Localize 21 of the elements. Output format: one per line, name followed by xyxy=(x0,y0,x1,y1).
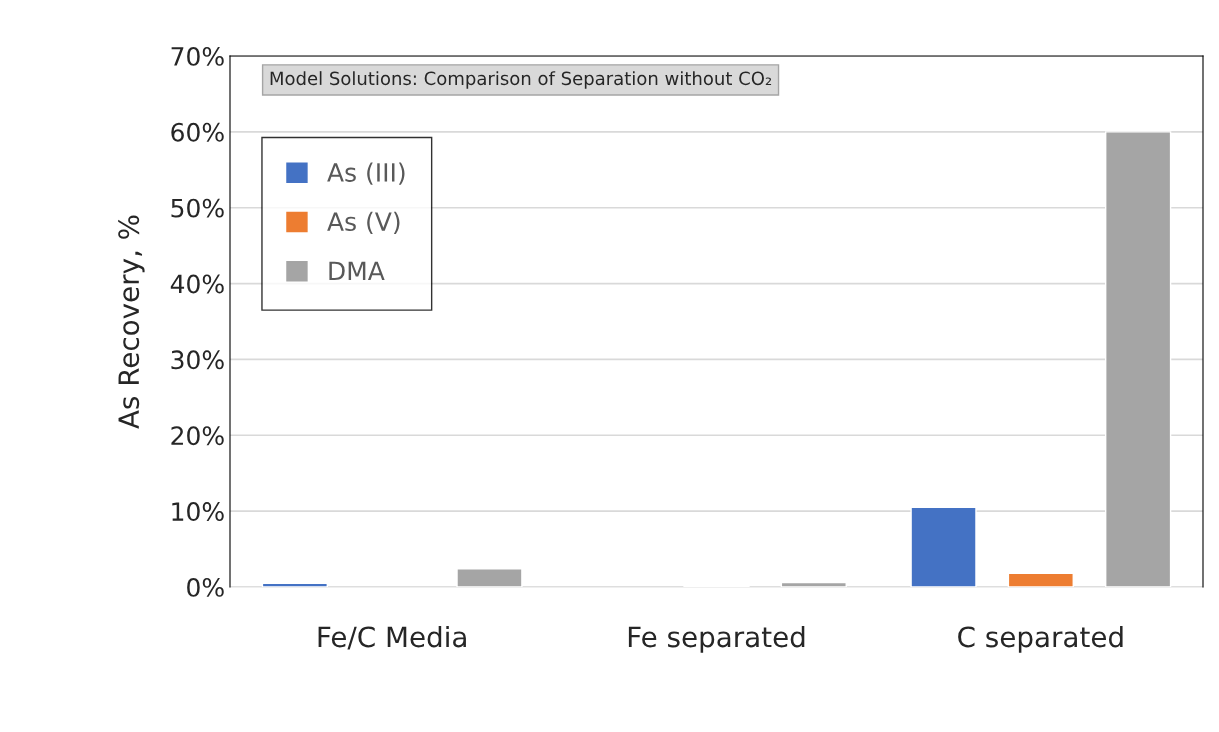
y-tick-label: 40% xyxy=(170,274,224,294)
y-tick-label: 30% xyxy=(171,350,224,370)
legend-label: As (V) xyxy=(327,211,400,235)
bar xyxy=(1007,572,1074,587)
bar xyxy=(780,581,847,587)
x-tick-label: Fe/C Media xyxy=(318,625,466,650)
bar xyxy=(456,568,523,587)
y-tick-label: 60% xyxy=(171,122,224,142)
y-tick-label: 20% xyxy=(171,426,224,446)
text: Model Solutions: Comparison of Separation without CO₂ xyxy=(270,71,772,89)
bar xyxy=(1105,131,1172,587)
legend-label: As (III) xyxy=(327,162,405,185)
x-tick-label: Fe separated xyxy=(628,625,805,653)
y-tick-label: 10% xyxy=(172,502,224,521)
bar xyxy=(910,506,977,587)
y-tick-label: 50% xyxy=(171,198,224,218)
y-tick-label: 70% xyxy=(171,46,224,66)
legend-label: DMA xyxy=(329,261,385,280)
y-axis-title: As Recovery, % xyxy=(118,215,145,429)
x-tick-label: C separated xyxy=(958,625,1123,653)
y-tick-label: 0% xyxy=(187,577,224,597)
